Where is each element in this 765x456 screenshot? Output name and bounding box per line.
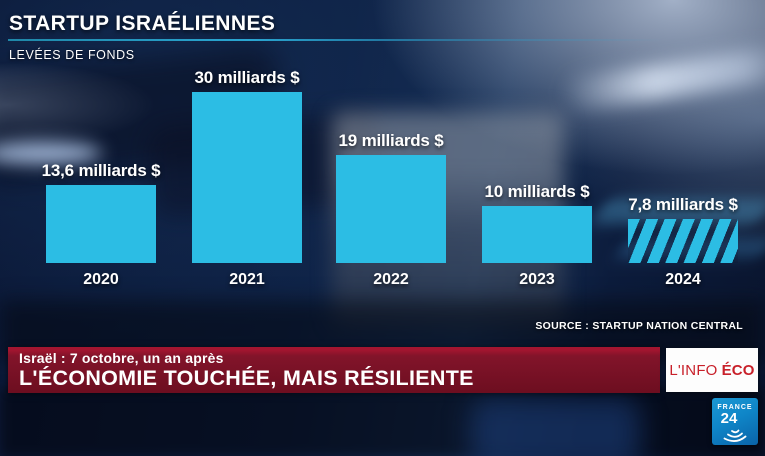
page-title: STARTUP ISRAÉLIENNES xyxy=(9,12,276,35)
badge-emphasis: ÉCO xyxy=(721,361,755,379)
bar-2021 xyxy=(192,92,302,263)
bar-value-label: 19 milliards $ xyxy=(338,131,444,150)
swirl-icon xyxy=(723,429,747,442)
bar-year-label: 2024 xyxy=(665,271,701,288)
bar-group-2022: 19 milliards $ 2022 xyxy=(336,131,446,288)
source-credit: SOURCE : STARTUP NATION CENTRAL xyxy=(535,320,743,332)
bar-value-label: 30 milliards $ xyxy=(194,68,300,87)
bar-group-2020: 13,6 milliards $ 2020 xyxy=(42,161,161,288)
chart-header: STARTUP ISRAÉLIENNES LEVÉES DE FONDS xyxy=(8,12,698,62)
page-subtitle: LEVÉES DE FONDS xyxy=(9,48,135,62)
bar-group-2023: 10 milliards $ 2023 xyxy=(482,182,592,288)
bar-value-label: 13,6 milliards $ xyxy=(41,161,161,180)
bar-value-label: 10 milliards $ xyxy=(484,182,590,201)
bar-value-label: 7,8 milliards $ xyxy=(628,195,738,214)
banner-headline: L'ÉCONOMIE TOUCHÉE, MAIS RÉSILIENTE xyxy=(19,366,474,390)
bar-2022 xyxy=(336,155,446,263)
bar-2023 xyxy=(482,206,592,263)
bar-year-label: 2023 xyxy=(519,271,555,288)
bar-year-label: 2020 xyxy=(83,271,119,288)
bar-2020 xyxy=(46,185,156,263)
bar-year-label: 2022 xyxy=(373,271,409,288)
bar-group-2024: 7,8 milliards $ 2024 xyxy=(628,195,738,288)
accent-divider xyxy=(8,39,698,41)
badge-prefix: L'INFO xyxy=(669,361,718,379)
bar-year-label: 2021 xyxy=(229,271,265,288)
bar-group-2021: 30 milliards $ 2021 xyxy=(192,68,302,288)
france24-logo: FRANCE 24 xyxy=(712,398,758,445)
logo-text-24: 24 xyxy=(720,410,738,427)
banner-kicker: Israël : 7 octobre, un an après xyxy=(19,350,224,366)
lower-third-banner: Israël : 7 octobre, un an après L'ÉCONOM… xyxy=(8,347,660,393)
info-eco-badge: L'INFO ÉCO xyxy=(666,348,758,392)
bar-2024-hatched xyxy=(628,219,738,263)
